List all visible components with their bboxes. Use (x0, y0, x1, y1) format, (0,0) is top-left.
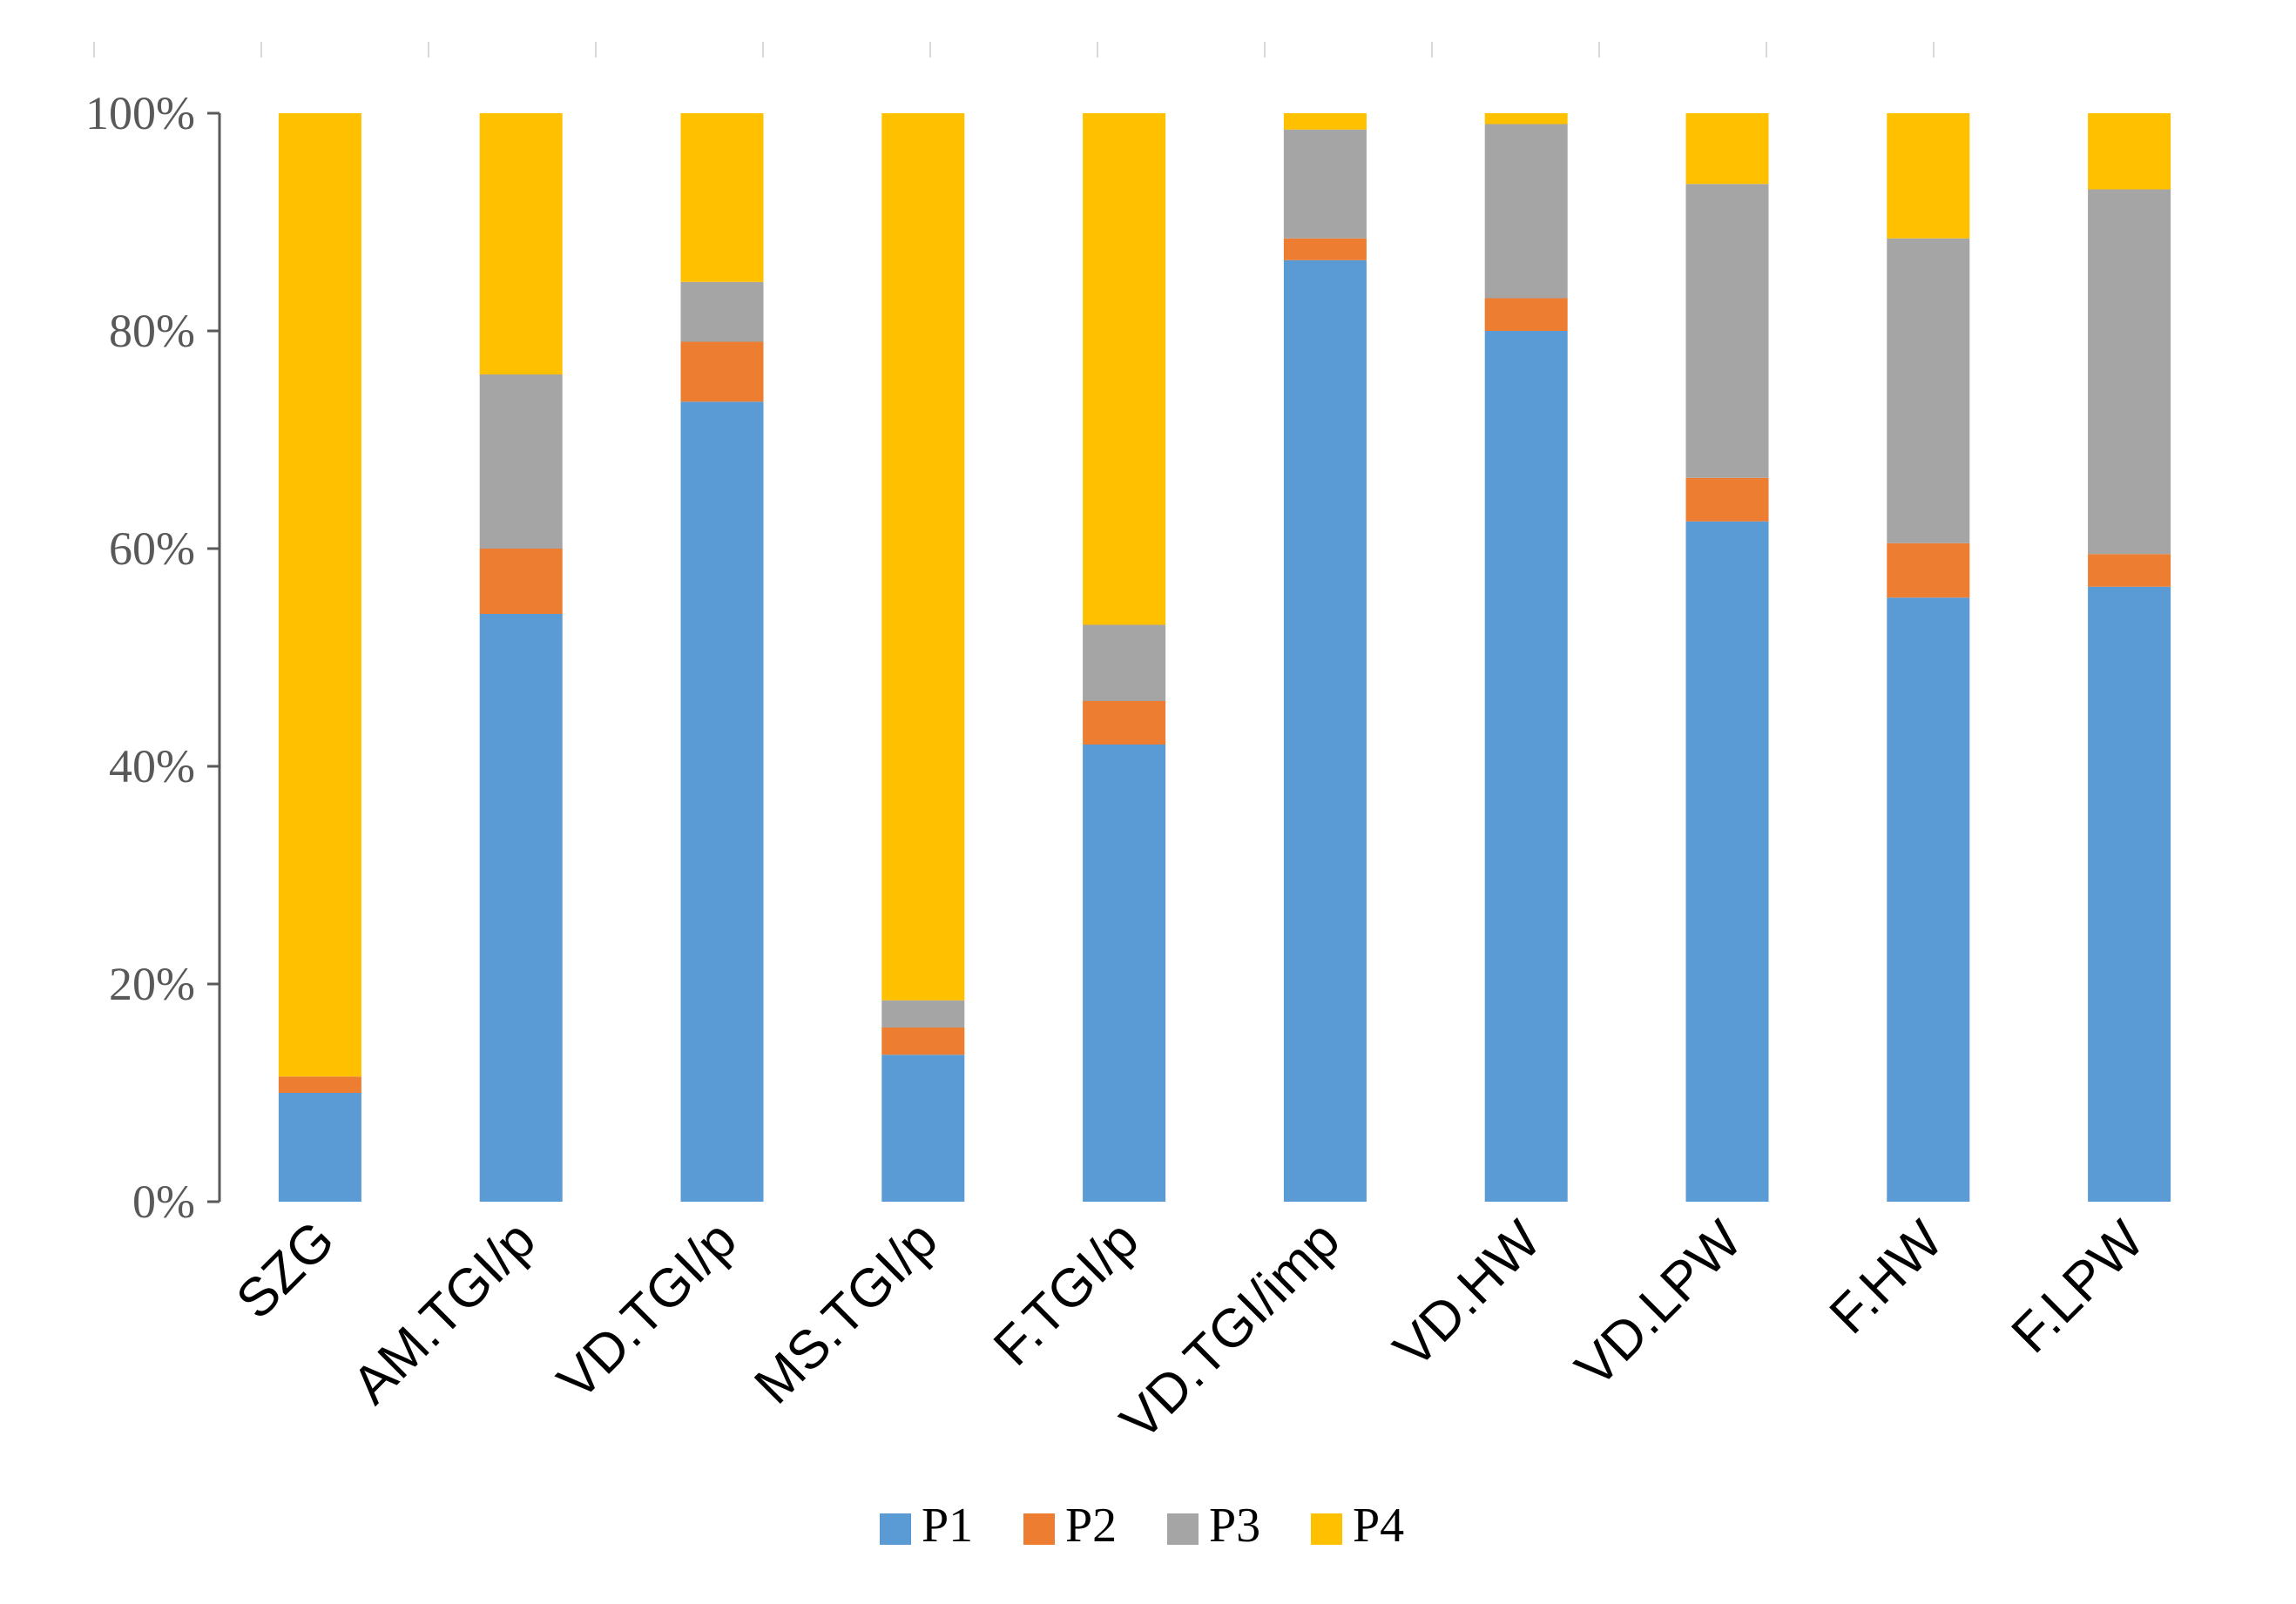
legend-label-p4: P4 (1353, 1499, 1404, 1553)
x-tick-label: VD.HW (1382, 1210, 1552, 1379)
bar-p2-4 (1083, 701, 1166, 745)
bar-p2-3 (881, 1028, 965, 1055)
bar-p1-4 (1083, 745, 1166, 1202)
bar-p1-3 (881, 1055, 965, 1202)
top-tick-marks (93, 42, 1935, 57)
legend-label-p2: P2 (1065, 1499, 1117, 1553)
bars (278, 113, 2171, 1202)
bar-p1-1 (479, 614, 563, 1202)
bar-p4-1 (479, 113, 563, 374)
bar-p2-0 (278, 1076, 361, 1093)
x-tick-label: VD.LPW (1564, 1210, 1753, 1398)
bar-p1-6 (1484, 331, 1568, 1202)
y-tick-label: 80% (109, 305, 195, 357)
bar-p2-7 (1685, 477, 1769, 522)
x-tick-label: F.LPW (2001, 1210, 2156, 1365)
bar-p3-3 (881, 1000, 965, 1028)
legend-label-p1: P1 (922, 1499, 973, 1553)
bar-p4-9 (2088, 113, 2171, 190)
bar-p4-2 (680, 113, 764, 282)
bar-p1-8 (1887, 597, 1970, 1202)
y-tick-label: 60% (109, 522, 195, 575)
bar-p4-4 (1083, 113, 1166, 625)
x-tick-label: VD.TGI/imp (1110, 1210, 1352, 1452)
bar-p2-9 (2088, 554, 2171, 587)
bar-p3-9 (2088, 189, 2171, 555)
bar-p3-5 (1283, 129, 1367, 239)
bar-p2-8 (1887, 543, 1970, 598)
bar-p4-8 (1887, 113, 1970, 239)
y-tick-label: 40% (109, 740, 195, 792)
bar-p1-9 (2088, 586, 2171, 1202)
bar-p1-5 (1283, 259, 1367, 1202)
y-tick-label: 20% (109, 958, 195, 1010)
legend: P1 P2 P3 P4 (880, 1499, 1404, 1553)
x-tick-label: AM.TGI/p (341, 1210, 547, 1415)
bar-p4-0 (278, 113, 361, 1077)
bar-p1-2 (680, 401, 764, 1202)
bar-p4-5 (1283, 113, 1367, 130)
y-tick-label: 100% (85, 87, 195, 139)
legend-swatch-p4 (1311, 1513, 1342, 1545)
x-tick-label: SZG (225, 1210, 346, 1331)
x-tick-label: F.HW (1819, 1210, 1955, 1345)
bar-p4-7 (1685, 113, 1769, 185)
bar-p3-1 (479, 374, 563, 549)
bar-p1-7 (1685, 521, 1769, 1202)
bar-p2-2 (680, 341, 764, 402)
bar-p2-1 (479, 549, 563, 614)
bar-p3-6 (1484, 124, 1568, 299)
legend-swatch-p2 (1023, 1513, 1055, 1545)
bar-p3-8 (1887, 238, 1970, 543)
x-tick-label: MS.TGI/p (743, 1210, 949, 1415)
x-tick-label: F.TGI/p (983, 1210, 1151, 1378)
bar-p2-6 (1484, 298, 1568, 331)
bar-p1-0 (278, 1093, 361, 1202)
bar-p4-3 (881, 113, 965, 1001)
x-tick-label: VD.TGI/p (546, 1210, 748, 1412)
bar-p3-4 (1083, 624, 1166, 701)
y-tick-label: 0% (132, 1176, 195, 1228)
bar-p4-6 (1484, 113, 1568, 125)
bar-p2-5 (1283, 238, 1367, 260)
y-axis: 0% 20% 40% 60% 80% 100% (85, 87, 221, 1228)
legend-swatch-p3 (1167, 1513, 1199, 1545)
bar-p3-2 (680, 281, 764, 342)
legend-label-p3: P3 (1209, 1499, 1260, 1553)
bar-p3-7 (1685, 184, 1769, 478)
legend-swatch-p1 (880, 1513, 911, 1545)
